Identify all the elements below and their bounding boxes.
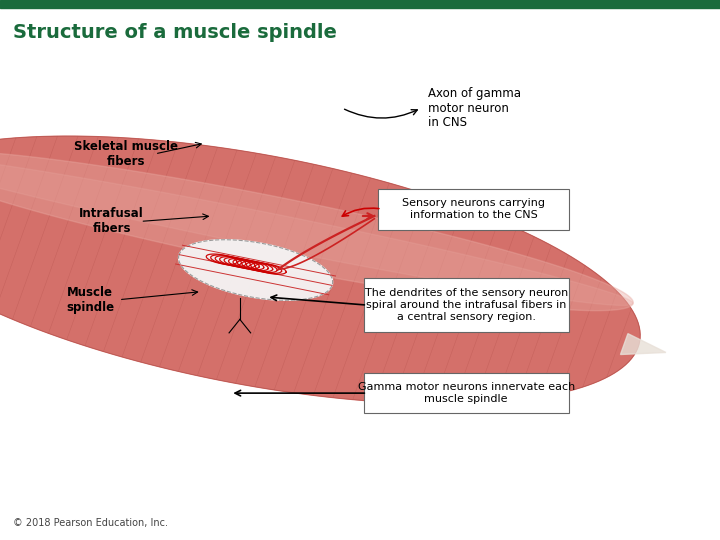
Text: Axon of gamma
motor neuron
in CNS: Axon of gamma motor neuron in CNS xyxy=(428,86,521,130)
Polygon shape xyxy=(621,334,666,354)
Text: © 2018 Pearson Education, Inc.: © 2018 Pearson Education, Inc. xyxy=(13,518,168,528)
FancyBboxPatch shape xyxy=(364,278,569,332)
FancyBboxPatch shape xyxy=(378,189,569,230)
Text: Gamma motor neurons innervate each
muscle spindle: Gamma motor neurons innervate each muscl… xyxy=(358,382,575,404)
Text: Sensory neurons carrying
information to the CNS: Sensory neurons carrying information to … xyxy=(402,199,545,220)
Polygon shape xyxy=(0,156,633,306)
FancyBboxPatch shape xyxy=(364,373,569,413)
Polygon shape xyxy=(179,240,333,300)
Text: The dendrites of the sensory neuron
spiral around the intrafusal fibers in
a cen: The dendrites of the sensory neuron spir… xyxy=(364,288,568,322)
Bar xyxy=(0,0,720,8)
Text: Structure of a muscle spindle: Structure of a muscle spindle xyxy=(13,23,337,42)
Polygon shape xyxy=(0,136,640,404)
Text: Skeletal muscle
fibers: Skeletal muscle fibers xyxy=(74,140,178,168)
Text: Muscle
spindle: Muscle spindle xyxy=(66,286,114,314)
Text: Intrafusal
fibers: Intrafusal fibers xyxy=(79,207,144,235)
Polygon shape xyxy=(0,151,633,310)
